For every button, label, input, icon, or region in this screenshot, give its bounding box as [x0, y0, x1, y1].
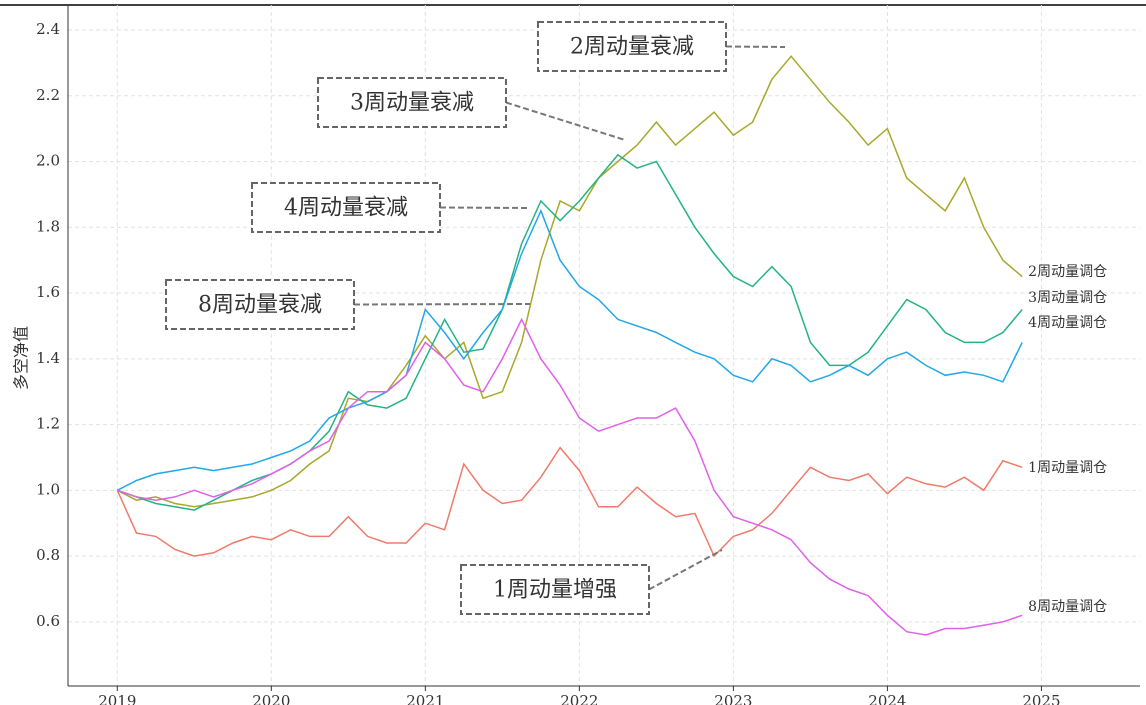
annotation-text: 4周动量衰减: [284, 196, 408, 221]
y-tick-label: 0.6: [36, 612, 60, 630]
series-label: 4周动量调仓: [1028, 315, 1107, 331]
x-tick-label: 2024: [868, 692, 906, 705]
y-tick-label: 2.4: [36, 20, 60, 38]
x-tick-label: 2025: [1022, 692, 1060, 705]
x-tick-label: 2022: [560, 692, 598, 705]
annotation-leader: [725, 45, 786, 48]
annotation-box: [251, 182, 441, 233]
y-tick-label: 1.4: [36, 349, 60, 367]
x-tick-label: 2020: [252, 692, 290, 705]
series-line: [117, 317, 1023, 636]
series-label: 1周动量调仓: [1028, 460, 1107, 476]
annotation-leader: [353, 303, 531, 306]
x-tick-label: 2023: [714, 692, 752, 705]
annotation-text: 8周动量衰减: [198, 293, 322, 318]
annotation-leader: [648, 549, 723, 591]
y-tick-label: 1.8: [36, 217, 60, 235]
series-line: [116, 55, 1023, 508]
series-label: 8周动量调仓: [1028, 599, 1107, 615]
annotation-text: 1周动量增强: [493, 578, 617, 603]
series-label: 2周动量调仓: [1028, 264, 1107, 280]
y-tick-label: 2.0: [36, 152, 60, 170]
series-line: [116, 208, 1023, 491]
annotation-text: 3周动量衰减: [350, 91, 474, 116]
y-axis-label: 多空净值: [12, 326, 31, 390]
y-tick-label: 0.8: [36, 546, 60, 564]
annotation-box: [537, 21, 727, 72]
x-tick-label: 2021: [406, 692, 444, 705]
annotation-leader: [439, 206, 531, 209]
annotation-text: 2周动量衰减: [570, 35, 694, 60]
annotation-box: [460, 564, 650, 615]
y-tick-label: 1.6: [36, 283, 60, 301]
y-tick-label: 2.2: [36, 86, 60, 104]
y-tick-label: 1.0: [36, 480, 60, 498]
series-label: 3周动量调仓: [1028, 290, 1107, 306]
series-line: [116, 446, 1023, 558]
annotation-box: [317, 77, 507, 128]
annotation-leader: [505, 101, 626, 141]
annotation-box: [165, 279, 355, 330]
y-tick-label: 1.2: [36, 415, 60, 433]
x-tick-label: 2019: [98, 692, 136, 705]
